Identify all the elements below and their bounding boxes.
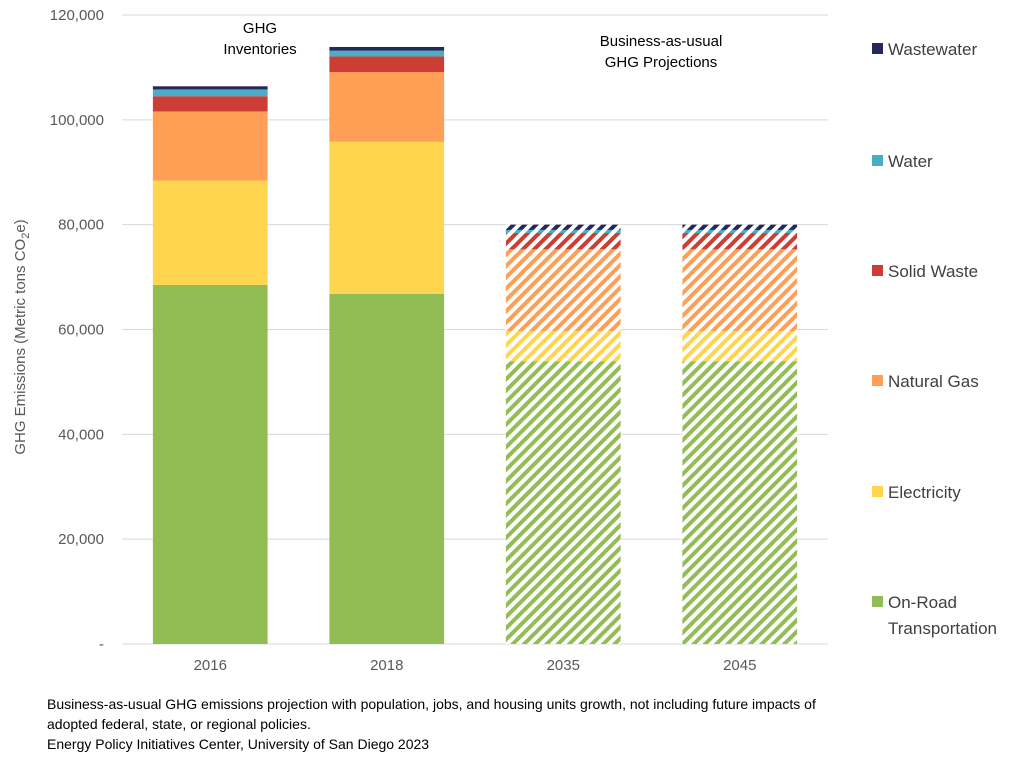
bar-segment-on-road-transportation-2018	[329, 293, 445, 644]
bar-segment-wastewater-2035	[505, 224, 621, 230]
bar-segment-water-2016	[152, 89, 268, 97]
bar-segment-water-2035	[505, 229, 621, 234]
legend-swatch	[872, 43, 883, 54]
y-tick-label: 80,000	[58, 217, 104, 234]
legend-swatch	[872, 596, 883, 607]
y-axis-ticks: - 20,000 40,000 60,000 80,000 100,000 120,000	[50, 7, 104, 653]
bar-segment-electricity-2045	[682, 331, 798, 362]
x-axis-categories: 2016 2018 2035 2045	[194, 657, 757, 674]
y-tick-label: -	[99, 636, 104, 653]
y-tick-label: 60,000	[58, 322, 104, 339]
y-tick-label: 40,000	[58, 426, 104, 443]
y-tick-label: 120,000	[50, 7, 104, 24]
x-tick-label: 2016	[194, 657, 227, 674]
bar-segment-electricity-2035	[505, 331, 621, 362]
legend-item-wastewater: Wastewater	[872, 40, 977, 59]
bar-segment-wastewater-2018	[329, 46, 445, 51]
footnote-line-2: adopted federal, state, or regional poli…	[47, 716, 311, 732]
legend: Wastewater Water Solid Waste Natural Gas Ele…	[872, 40, 997, 638]
bar-segment-on-road-transportation-2045	[682, 361, 798, 644]
x-tick-label: 2045	[723, 657, 756, 674]
bar-segment-natural-gas-2016	[152, 111, 268, 181]
bar-segment-water-2045	[682, 229, 798, 234]
legend-item-electricity: Electricity	[872, 483, 961, 502]
bar-segment-electricity-2018	[329, 141, 445, 294]
legend-item-on-road-transportation: On-Road Transportation	[872, 593, 997, 638]
legend-swatch	[872, 265, 883, 276]
x-tick-label: 2035	[547, 657, 580, 674]
bar-segment-on-road-transportation-2016	[152, 284, 268, 644]
legend-label: Water	[888, 152, 933, 171]
legend-item-natural-gas: Natural Gas	[872, 372, 979, 391]
y-axis-title: GHG Emissions (Metric tons CO2e)	[12, 219, 32, 454]
y-axis-title-suffix: e)	[12, 219, 29, 232]
bar-segment-natural-gas-2035	[505, 249, 621, 332]
footnote-line-3: Energy Policy Initiatives Center, Univer…	[47, 736, 430, 752]
y-axis-title-subscript: 2	[20, 233, 32, 239]
annotations: GHG Inventories Business-as-usual GHG Proje…	[223, 20, 722, 71]
bar-segment-solid-waste-2018	[329, 56, 445, 73]
y-axis-title-main: GHG Emissions (Metric tons CO	[12, 239, 29, 455]
annotation-label: Business-as-usual GHG Projections	[600, 33, 723, 71]
bar-segment-on-road-transportation-2035	[505, 361, 621, 644]
legend-label: Solid Waste	[888, 262, 978, 281]
y-tick-label: 20,000	[58, 531, 104, 548]
legend-label: Electricity	[888, 483, 961, 502]
bar-segment-solid-waste-2045	[682, 233, 798, 250]
bars	[152, 46, 798, 644]
bar-segment-natural-gas-2045	[682, 249, 798, 332]
legend-item-water: Water	[872, 152, 933, 171]
bar-segment-water-2018	[329, 50, 445, 57]
bar-segment-solid-waste-2016	[152, 96, 268, 112]
legend-swatch	[872, 486, 883, 497]
x-tick-label: 2018	[370, 657, 403, 674]
annotation-label: GHG Inventories	[223, 20, 296, 58]
bar-segment-wastewater-2016	[152, 86, 268, 90]
legend-item-solid-waste: Solid Waste	[872, 262, 978, 281]
legend-label: On-Road Transportation	[888, 593, 997, 638]
legend-label: Natural Gas	[888, 372, 979, 391]
legend-label: Wastewater	[888, 40, 977, 59]
legend-swatch	[872, 375, 883, 386]
bar-segment-natural-gas-2018	[329, 72, 445, 142]
y-tick-label: 100,000	[50, 112, 104, 129]
legend-swatch	[872, 155, 883, 166]
footnote-line-1: Business-as-usual GHG emissions projecti…	[47, 696, 816, 712]
bar-segment-electricity-2016	[152, 180, 268, 285]
bar-segment-solid-waste-2035	[505, 233, 621, 250]
bar-segment-wastewater-2045	[682, 224, 798, 230]
